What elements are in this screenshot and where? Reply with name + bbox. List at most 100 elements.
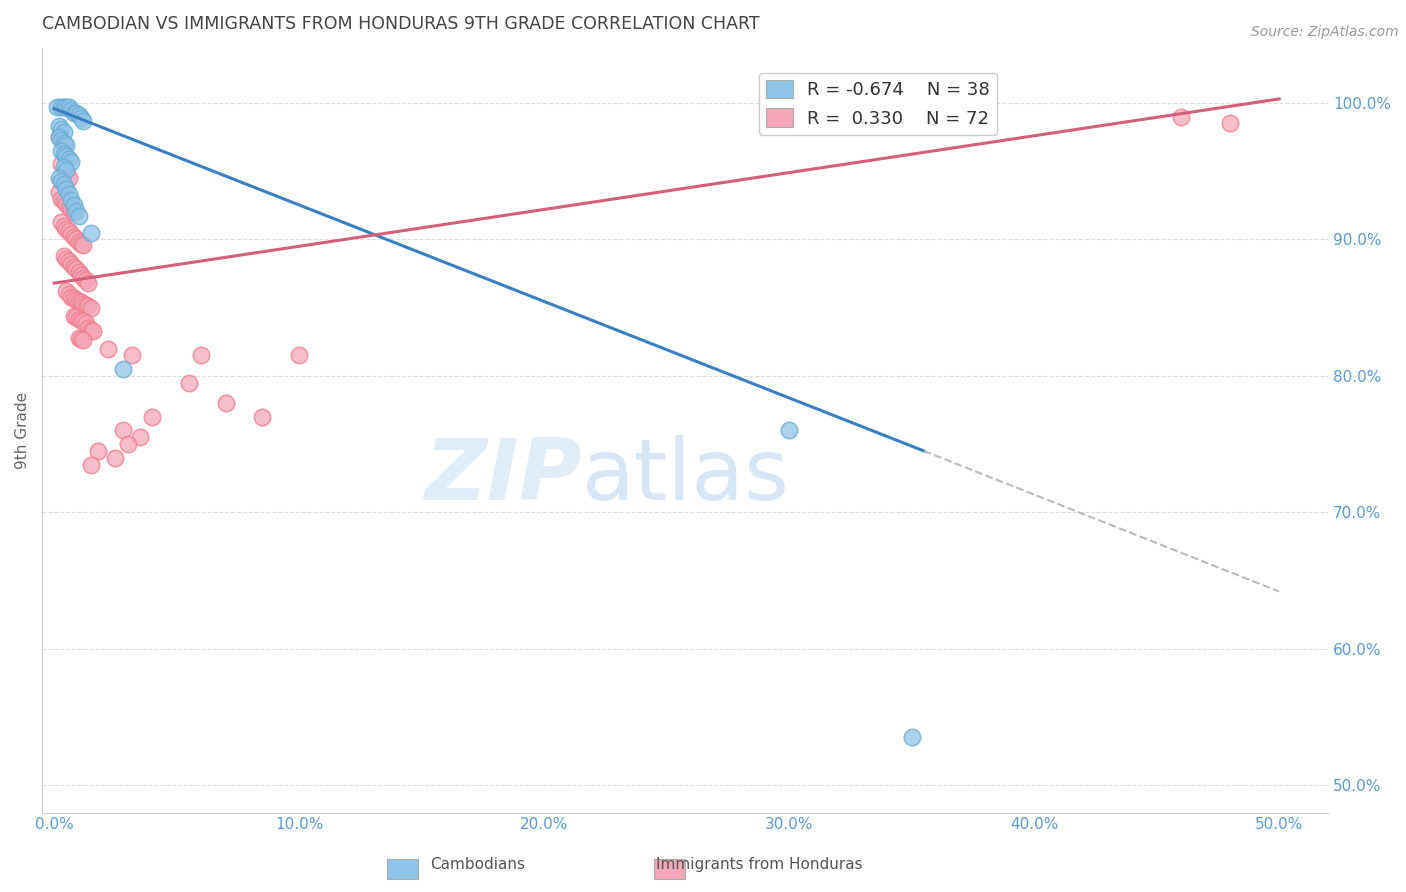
Point [55, 100, 77, 114]
Point [67, 108, 90, 122]
Point [214, 396, 236, 410]
Point [52, 219, 75, 233]
Point [67, 293, 90, 308]
Point [52, 146, 75, 161]
Point [52, 194, 75, 209]
Text: Cambodians: Cambodians [430, 857, 526, 872]
Point [82, 324, 104, 338]
Point [70, 268, 93, 282]
Point [80, 458, 103, 472]
Point [60, 257, 83, 271]
Point [52, 136, 75, 150]
Point [65, 203, 87, 218]
Point [104, 450, 127, 465]
Point [62, 260, 84, 274]
Point [75, 298, 97, 312]
Point [58, 100, 80, 114]
Point [52, 249, 75, 263]
Point [65, 105, 87, 120]
Bar [387, 859, 418, 879]
Point [60, 154, 83, 169]
Point [48, 130, 70, 145]
Point [80, 322, 103, 336]
Point [48, 120, 70, 134]
Point [51, 157, 73, 171]
Point [52, 100, 75, 114]
Point [58, 187, 80, 202]
Point [97, 342, 120, 356]
Point [58, 287, 80, 301]
Point [55, 182, 77, 196]
Point [51, 133, 73, 147]
Point [51, 100, 73, 114]
Point [51, 144, 73, 158]
Point [72, 296, 94, 310]
Point [60, 202, 83, 217]
Point [55, 221, 77, 235]
Point [67, 235, 90, 250]
Point [70, 111, 93, 125]
Point [62, 105, 84, 120]
Point [77, 299, 100, 313]
Point [52, 160, 75, 174]
Point [72, 314, 94, 328]
Point [62, 205, 84, 219]
Point [67, 209, 90, 223]
Point [58, 200, 80, 214]
Point [72, 334, 94, 348]
Point [58, 254, 80, 268]
Point [288, 348, 311, 362]
Point [65, 310, 87, 325]
Point [252, 409, 274, 424]
Point [1219, 116, 1241, 130]
Point [70, 236, 93, 251]
Point [58, 171, 80, 186]
Point [72, 113, 94, 128]
Point [62, 291, 84, 305]
Point [75, 316, 97, 330]
Point [58, 224, 80, 238]
Point [65, 262, 87, 277]
Point [87, 444, 110, 458]
Point [55, 164, 77, 178]
Point [65, 293, 87, 307]
Point [51, 122, 73, 136]
Point [51, 215, 73, 229]
Point [70, 332, 93, 346]
Point [62, 309, 84, 323]
Point [52, 125, 75, 139]
Point [80, 301, 103, 315]
Y-axis label: 9th Grade: 9th Grade [15, 392, 30, 469]
Text: Immigrants from Honduras: Immigrants from Honduras [657, 857, 862, 872]
Point [60, 193, 83, 207]
Point [67, 311, 90, 326]
Point [72, 238, 94, 252]
Point [48, 185, 70, 199]
Point [111, 362, 134, 376]
Point [177, 376, 200, 390]
Point [55, 252, 77, 266]
Legend: R = -0.674    N = 38, R =  0.330    N = 72: R = -0.674 N = 38, R = 0.330 N = 72 [759, 73, 997, 135]
Point [48, 130, 70, 145]
Point [58, 152, 80, 166]
Point [70, 295, 93, 310]
Point [67, 265, 90, 279]
Point [52, 177, 75, 191]
Point [111, 424, 134, 438]
Point [55, 138, 77, 153]
Point [77, 321, 100, 335]
Point [77, 276, 100, 290]
Point [778, 424, 800, 438]
Point [60, 103, 83, 117]
Point [55, 285, 77, 299]
Point [51, 174, 73, 188]
Point [60, 290, 83, 304]
Point [51, 192, 73, 206]
Text: atlas: atlas [582, 434, 790, 518]
Point [128, 430, 150, 444]
Point [1170, 110, 1192, 124]
Point [62, 198, 84, 212]
Text: Source: ZipAtlas.com: Source: ZipAtlas.com [1251, 25, 1399, 39]
Point [67, 331, 90, 345]
Point [190, 348, 212, 362]
